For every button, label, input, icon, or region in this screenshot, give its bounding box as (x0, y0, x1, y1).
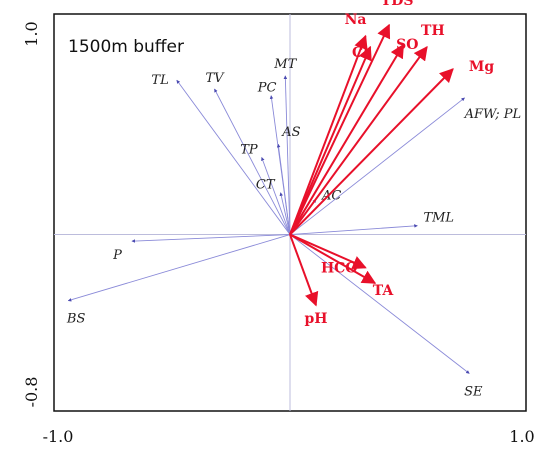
response-vector-tds (289, 23, 391, 235)
response-label-th: TH (421, 23, 445, 39)
explanatory-label-tml: TML (423, 211, 454, 226)
response-label-na: Na (345, 12, 367, 28)
explanatory-label-bs: BS (66, 312, 86, 327)
x-tick-label-max: 1.0 (509, 427, 534, 446)
explanatory-vector-afw-pl (289, 97, 465, 235)
response-label-so: SO (396, 37, 418, 53)
explanatory-label-se: SE (464, 385, 483, 400)
explanatory-label-tv: TV (205, 71, 225, 86)
explanatory-label-as: AS (281, 125, 300, 140)
response-vector-hco (289, 233, 367, 269)
y-tick-label-min: -0.8 (22, 377, 41, 408)
response-label-hco: HCO (321, 261, 358, 277)
response-label-ph: pH (304, 311, 327, 327)
explanatory-label-mt: MT (273, 57, 297, 72)
response-vector-ph (289, 234, 319, 307)
response-vector-ta (289, 233, 377, 284)
explanatory-label-p: P (112, 248, 122, 263)
explanatory-vector-p (131, 234, 291, 243)
explanatory-label-ct: CT (256, 178, 276, 193)
response-label-mg: Mg (469, 59, 494, 75)
response-vector-th (289, 45, 428, 236)
explanatory-vector-tp (261, 157, 291, 235)
response-vector-mg (289, 68, 454, 236)
explanatory-vector-tml (289, 224, 418, 236)
explanatory-vector-tl (176, 79, 291, 235)
response-label-cl: Cl (352, 45, 368, 61)
response-label-ta: TA (373, 283, 395, 299)
response-vector-so (289, 43, 405, 236)
response-vector-cl (289, 45, 372, 235)
explanatory-vector-tv (214, 88, 291, 235)
explanatory-label-ac: AC (321, 188, 341, 203)
explanatory-vector-mt (283, 75, 291, 235)
explanatory-vector-bs (67, 234, 291, 302)
x-tick-label-min: -1.0 (43, 427, 74, 446)
explanatory-vector-as (276, 143, 291, 235)
explanatory-label-tl: TL (151, 73, 168, 88)
response-vector-na (289, 34, 368, 235)
buffer-annotation: 1500m buffer (68, 37, 184, 57)
explanatory-label-afw-pl: AFW; PL (464, 107, 522, 122)
y-tick-label-max: 1.0 (22, 21, 41, 46)
explanatory-label-tp: TP (240, 142, 258, 157)
response-label-tds: TDS (381, 0, 414, 9)
explanatory-label-pc: PC (257, 81, 277, 96)
explanatory-vector-se (289, 234, 470, 374)
explanatory-vector-ct (279, 192, 291, 235)
